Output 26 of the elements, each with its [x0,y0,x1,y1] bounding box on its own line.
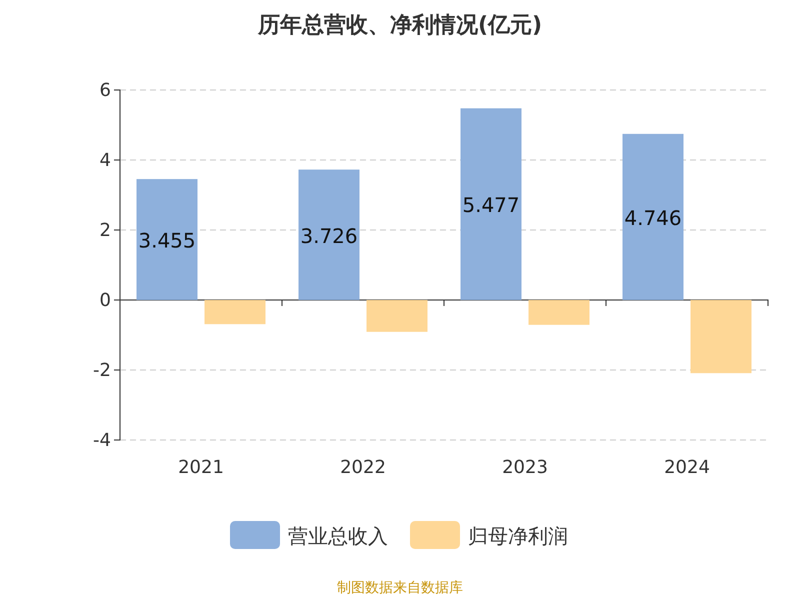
bar [204,300,266,324]
data-label: 3.726 [300,224,358,248]
text: 制图数据来自数据库 [337,580,463,596]
data-label: 3.455 [138,228,196,253]
data-label: 5.477 [462,193,520,218]
bar [622,134,684,300]
y-tick-label: -2 [93,360,111,381]
x-tick-label: 2021 [178,457,224,478]
x-tick-label: 2024 [664,457,710,478]
bar [690,300,752,374]
x-tick-label: 2023 [502,457,548,478]
legend-label: 营业总收入 [288,524,388,548]
y-tick-label: 6 [100,80,111,101]
y-tick-label: -4 [93,430,111,451]
bar [460,108,522,300]
bar [366,300,428,332]
y-tick-label: 0 [100,290,111,311]
bar [298,170,360,300]
data-label: 4.746 [624,206,682,230]
x-tick-label: 2022 [340,457,386,478]
y-tick-label: 4 [100,150,111,171]
y-tick-label: 2 [100,220,111,241]
legend-label: 归母净利润 [468,524,568,548]
bar [136,179,198,300]
bar [528,300,590,325]
chart-title: 历年总营收、净利情况(亿元) [256,13,542,38]
